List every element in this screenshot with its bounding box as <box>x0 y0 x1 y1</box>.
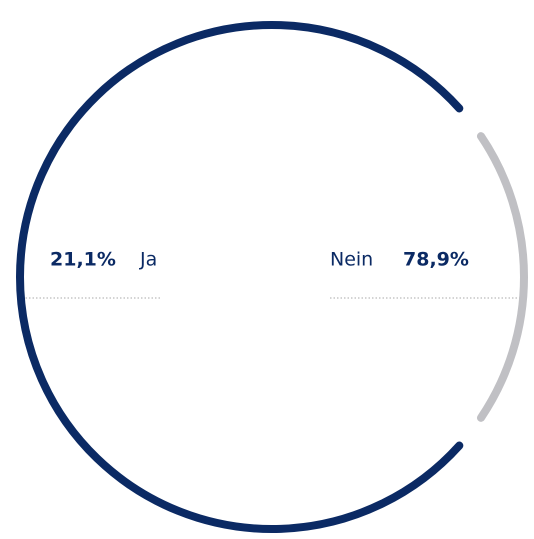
ring-segment <box>16 21 464 533</box>
value-label: 21,1% <box>50 249 116 271</box>
category-label: Nein <box>330 249 373 271</box>
ring-segment <box>476 132 528 422</box>
value-label: 78,9% <box>403 249 469 271</box>
category-label: Ja <box>139 249 157 271</box>
